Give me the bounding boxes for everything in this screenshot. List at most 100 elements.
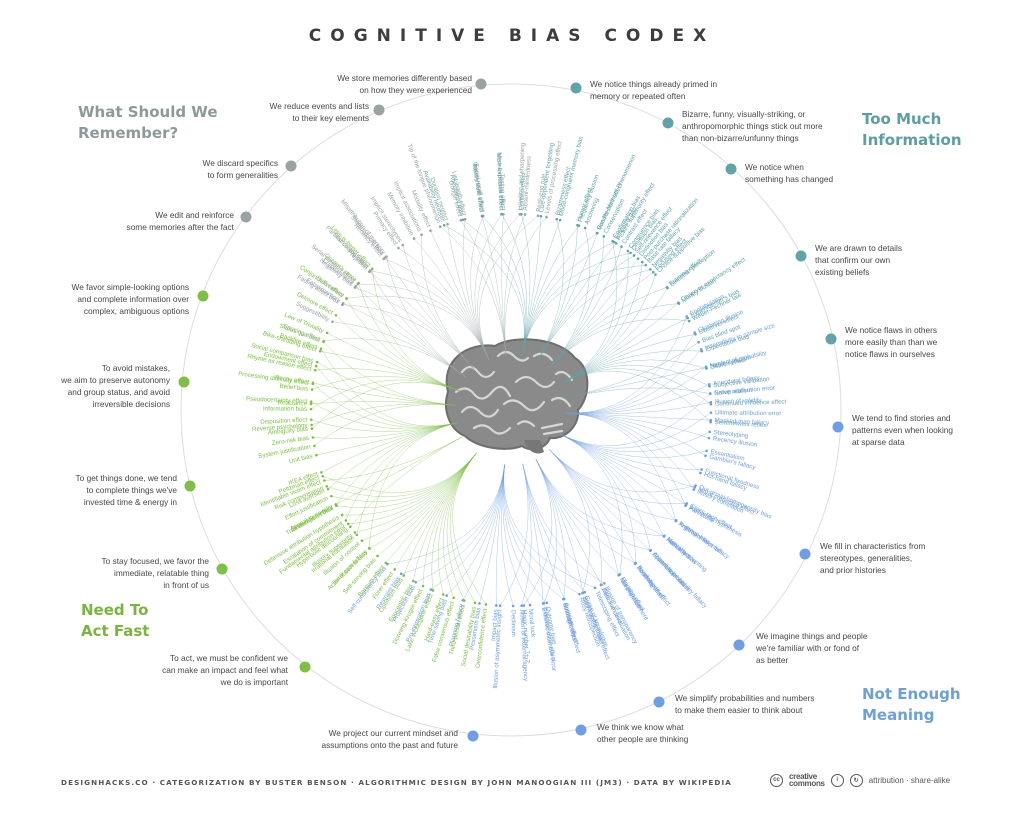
bias-branch-line: [559, 370, 711, 423]
bias-label: Neglect of probability: [709, 349, 768, 369]
quadrant-title-too-much-information: Too Much Information: [862, 110, 962, 149]
quadrant-title-need-to-act-fast: Need To Act Fast: [81, 601, 150, 640]
bias-dot: [480, 214, 484, 218]
bias-dot: [704, 454, 707, 457]
bias-branch-line: [421, 234, 475, 370]
bias-dot: [636, 257, 640, 260]
bias-branch-line: [502, 464, 548, 603]
bias-dot: [626, 249, 630, 253]
bias-branch-line: [560, 412, 712, 449]
bias-branch-line: [549, 449, 665, 537]
bias-dot: [313, 368, 317, 372]
bias-dot: [311, 381, 315, 385]
bias-dot: [354, 284, 358, 288]
bias-branch-line: [369, 271, 475, 370]
bias-dot: [709, 411, 713, 414]
bias-branch-line: [343, 303, 467, 378]
bias-dot: [685, 502, 689, 505]
bias-dot: [709, 418, 713, 422]
bias-branch-line: [444, 225, 525, 356]
bias-branch-line: [312, 383, 458, 428]
bias-branch-line: [342, 304, 475, 370]
bias-dot: [663, 534, 666, 538]
bias-dot: [600, 583, 603, 587]
bias-dot: [541, 602, 545, 605]
bias-dot: [429, 229, 432, 232]
bias-dot: [603, 582, 606, 585]
bias-dot: [709, 402, 713, 406]
bias-label: Absent-mindedness: [522, 156, 533, 211]
category-node-store: [475, 78, 487, 90]
bias-dot: [654, 273, 657, 276]
category-label-done: To get things done, we tend to complete t…: [75, 473, 177, 507]
bias-label: Information bias: [263, 406, 307, 413]
bias-dot: [310, 427, 314, 430]
bias-branch-line: [355, 286, 467, 378]
bias-branch-line: [335, 422, 458, 506]
bias-dot: [478, 602, 481, 605]
category-label-primed: We notice things already primed in memory…: [590, 79, 718, 101]
bias-branch-line: [565, 366, 707, 414]
bias-dot: [369, 269, 372, 272]
bias-branch-line: [559, 262, 643, 385]
bias-label: Leveling and sharpening: [517, 142, 527, 210]
bias-dot: [494, 604, 498, 607]
bias-label: Unit bias: [288, 453, 313, 465]
bias-branch-line: [560, 431, 710, 452]
category-label-project: We project our current mindset and assump…: [321, 728, 458, 750]
bias-branch-line: [320, 348, 458, 427]
category-label-edit: We edit and reinforce some memories after…: [126, 210, 234, 232]
bias-dot: [709, 420, 712, 424]
category-node-edit: [240, 211, 252, 223]
bias-branch-line: [322, 453, 477, 493]
bias-dot: [314, 364, 318, 368]
bias-branch-line: [547, 258, 639, 370]
bias-branch-line: [311, 375, 460, 392]
bias-dot: [318, 349, 322, 353]
bias-branch-line: [342, 453, 477, 516]
bias-dot: [446, 222, 449, 226]
bias-branch-line: [398, 247, 490, 360]
bias-branch-line: [560, 433, 695, 488]
bias-branch-line: [521, 264, 646, 356]
bias-branch-line: [412, 453, 477, 582]
bias-dot: [545, 601, 549, 605]
bias-dot: [536, 214, 540, 218]
bias-branch-line: [315, 368, 460, 392]
bias-branch-line: [537, 233, 598, 362]
bias-branch-line: [442, 453, 477, 598]
license-badge: cc creative commons i ↻ attribution · sh…: [770, 773, 950, 788]
bias-dot: [700, 468, 703, 471]
bias-branch-line: [431, 453, 477, 591]
bias-branch-line: [565, 349, 702, 414]
bias-dot: [694, 484, 697, 487]
bias-branch-line: [547, 227, 590, 370]
bias-dot: [693, 486, 697, 489]
bias-branch-line: [559, 241, 618, 385]
bias-branch-line: [565, 412, 694, 490]
bias-dot: [576, 223, 579, 227]
bias-dot: [341, 302, 345, 305]
bias-dot: [397, 246, 400, 250]
bias-branch-line: [449, 453, 477, 603]
bias-branch-line: [522, 463, 605, 584]
category-label-think: We think we know what other people are th…: [597, 722, 689, 744]
bias-label: Ultimate attribution error: [715, 409, 781, 417]
category-node-imagine: [733, 639, 745, 651]
bias-dot: [452, 596, 455, 600]
bias-dot: [319, 347, 323, 351]
bias-branch-line: [503, 464, 580, 595]
bias-label: Normalcy bias: [635, 564, 665, 599]
bias-label: Appeal to probability fallacy: [651, 551, 709, 610]
category-label-stories: We tend to find stories and patterns even…: [852, 413, 954, 447]
bias-branch-line: [547, 246, 622, 370]
bias-branch-line: [386, 256, 467, 378]
bias-branch-line: [422, 453, 477, 587]
bias-dot: [692, 488, 696, 491]
category-node-mistakes: [178, 376, 190, 388]
bias-branch-line: [559, 302, 679, 385]
bias-branch-line: [560, 433, 623, 575]
bias-branch-line: [314, 404, 457, 447]
bias-branch-line: [354, 453, 477, 533]
